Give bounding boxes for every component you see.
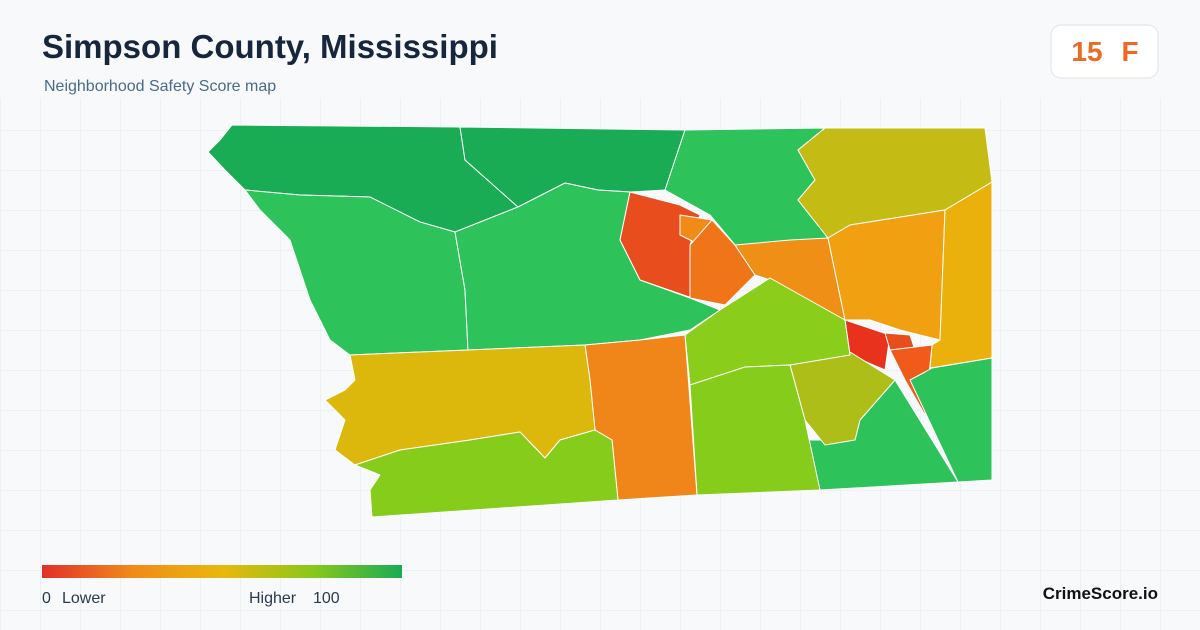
legend-max: 100 xyxy=(313,590,340,607)
score-badge xyxy=(1050,24,1159,79)
region xyxy=(827,209,946,341)
legend-max-label: Higher xyxy=(249,590,297,607)
brand: CrimeScore.io xyxy=(1043,584,1158,603)
legend-min: 0 xyxy=(42,590,51,607)
subtitle: Neighborhood Safety Score map xyxy=(44,78,276,95)
region xyxy=(789,351,896,446)
region xyxy=(354,429,619,518)
score-value: 15 xyxy=(1071,36,1102,67)
title: Simpson County, Mississippi xyxy=(42,28,498,65)
legend-bar xyxy=(42,565,402,578)
county-map xyxy=(207,124,993,518)
score-grade: F xyxy=(1121,36,1138,67)
legend-min-label: Lower xyxy=(62,590,106,607)
